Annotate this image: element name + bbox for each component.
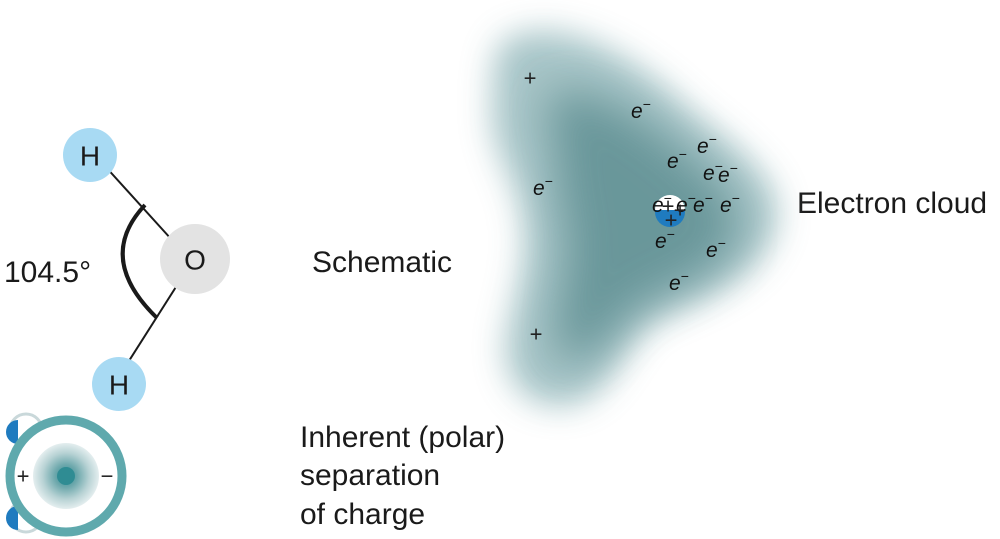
dipole-minus-sign: −: [101, 464, 114, 489]
electron-cloud-nucleus: [655, 195, 685, 227]
nucleus-highlight: [655, 195, 685, 210]
hydrogen-atom-top: [63, 128, 117, 182]
bond-line-top: [103, 164, 173, 241]
polar-separation-line-2: separation: [300, 459, 440, 492]
hydrogen-atom-bottom: [92, 357, 146, 411]
positive-charge-symbol: +: [524, 66, 537, 91]
bond-angle-label: 104.5°: [4, 256, 91, 289]
cloud-pluses: +++ ++: [524, 66, 687, 347]
dipole-small-blue-bottom: [6, 506, 18, 530]
electron-cloud-label: Electron cloud: [797, 187, 987, 220]
positive-charge-symbol: +: [530, 322, 543, 347]
polar-separation-line-1: Inherent (polar): [300, 421, 505, 454]
oxygen-atom: [160, 224, 230, 294]
dipole-plus-sign: +: [17, 464, 30, 489]
polar-separation-label: Inherent (polar) separation of charge: [300, 421, 505, 531]
electron-cloud: e−e−e− e−e−e− e− e−e−e−e−e−e− +++ ++: [491, 30, 778, 406]
hydrogen-label-bottom: H: [109, 370, 129, 401]
bond-angle-arc: [120, 203, 159, 320]
dipole-core: [57, 467, 75, 485]
oxygen-label: O: [184, 245, 206, 276]
schematic-label: Schematic: [312, 246, 452, 279]
dipole-small-blue-top: [6, 420, 18, 444]
positive-charge-symbol: +: [665, 208, 678, 233]
water-molecule-structure: H O H 104.5°: [4, 128, 230, 411]
hydrogen-label-top: H: [80, 141, 100, 172]
electron-cloud-inner: [547, 90, 739, 362]
positive-charge-symbol: +: [674, 198, 687, 223]
polar-separation-line-3: of charge: [300, 498, 425, 531]
positive-charge-symbol: +: [662, 194, 675, 219]
dipole-symbol: + −: [5, 412, 127, 537]
